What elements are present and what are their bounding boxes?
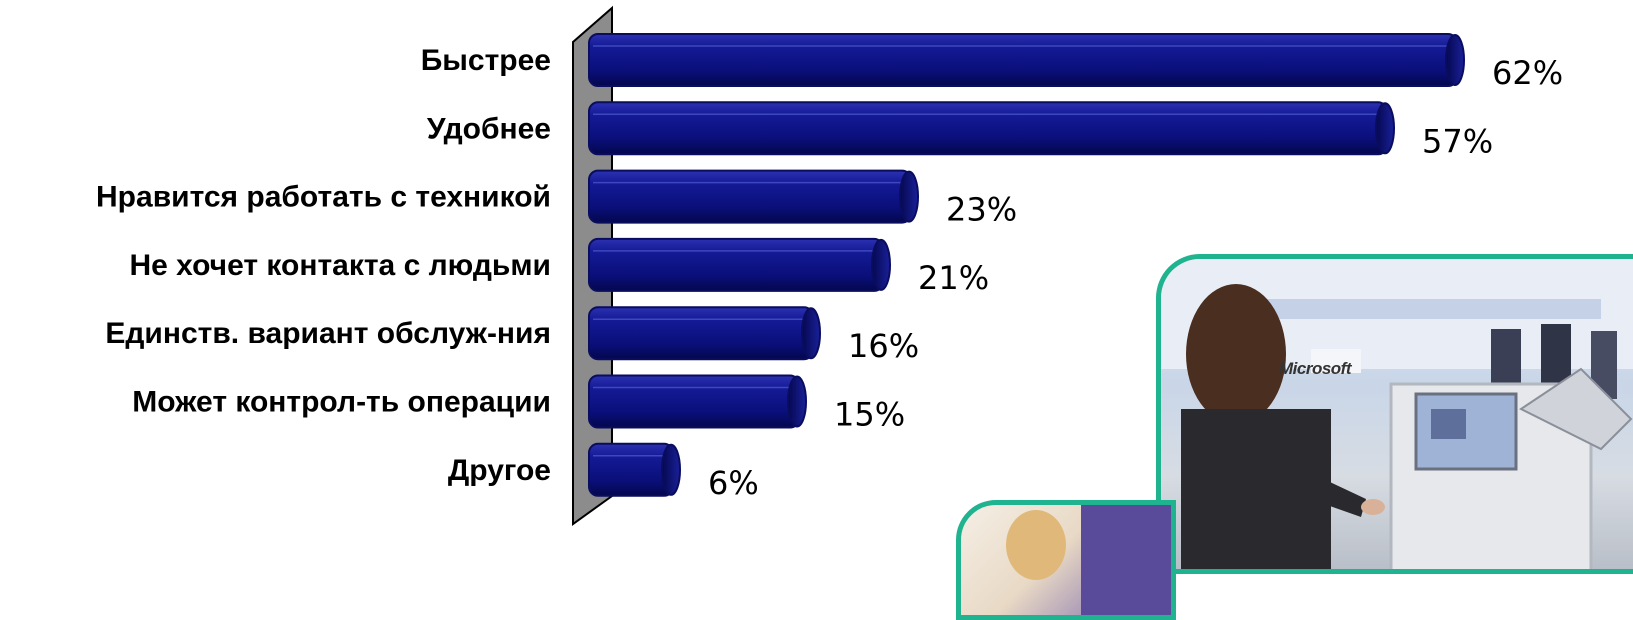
kiosk-photo: Microsoft	[1156, 254, 1633, 574]
category-label-1: Быстрее	[421, 44, 551, 77]
value-label-6: 15%	[834, 396, 905, 434]
value-label-3: 23%	[946, 191, 1017, 229]
kiosk-scene	[1161, 259, 1633, 569]
bar-body	[588, 33, 1458, 87]
category-label-6: Может контрол-ть операции	[132, 386, 551, 419]
bar-end-cap	[871, 238, 891, 291]
bar-end-cap	[899, 170, 919, 223]
category-label-3: Нравится работать с техникой	[96, 181, 551, 214]
bar-6	[588, 374, 807, 429]
bar-body	[588, 442, 674, 497]
value-label-7: 6%	[708, 464, 759, 502]
bar-3	[588, 169, 919, 224]
secondary-photo	[956, 500, 1176, 620]
bar-chart: Быстрее 62% Удобнее 57% Нравится работать с …	[96, 5, 1563, 526]
category-label-2: Удобнее	[427, 112, 551, 145]
bar-body	[588, 306, 814, 361]
bar-5	[588, 306, 821, 361]
category-label-5: Единств. вариант обслуж-ния	[105, 317, 551, 350]
bar-4	[588, 237, 891, 292]
value-label-1: 62%	[1492, 54, 1563, 92]
bar-end-cap	[661, 443, 681, 496]
bar-body	[588, 101, 1388, 156]
bar-body	[588, 374, 800, 429]
bar-1	[588, 33, 1465, 87]
category-label-7: Другое	[448, 454, 551, 487]
bar-end-cap	[1375, 102, 1395, 155]
bar-body	[588, 169, 912, 224]
bar-end-cap	[1445, 34, 1465, 86]
bar-2	[588, 101, 1395, 156]
bar-end-cap	[801, 307, 821, 360]
value-label-5: 16%	[848, 327, 919, 365]
value-label-2: 57%	[1422, 122, 1493, 160]
category-label-4: Не хочет контакта с людьми	[129, 249, 551, 282]
bar-body	[588, 237, 884, 292]
value-label-4: 21%	[918, 259, 989, 297]
bar-end-cap	[787, 375, 807, 428]
microsoft-sign: Microsoft	[1279, 359, 1352, 378]
secondary-scene	[1006, 505, 1171, 615]
bar-7	[588, 442, 681, 497]
